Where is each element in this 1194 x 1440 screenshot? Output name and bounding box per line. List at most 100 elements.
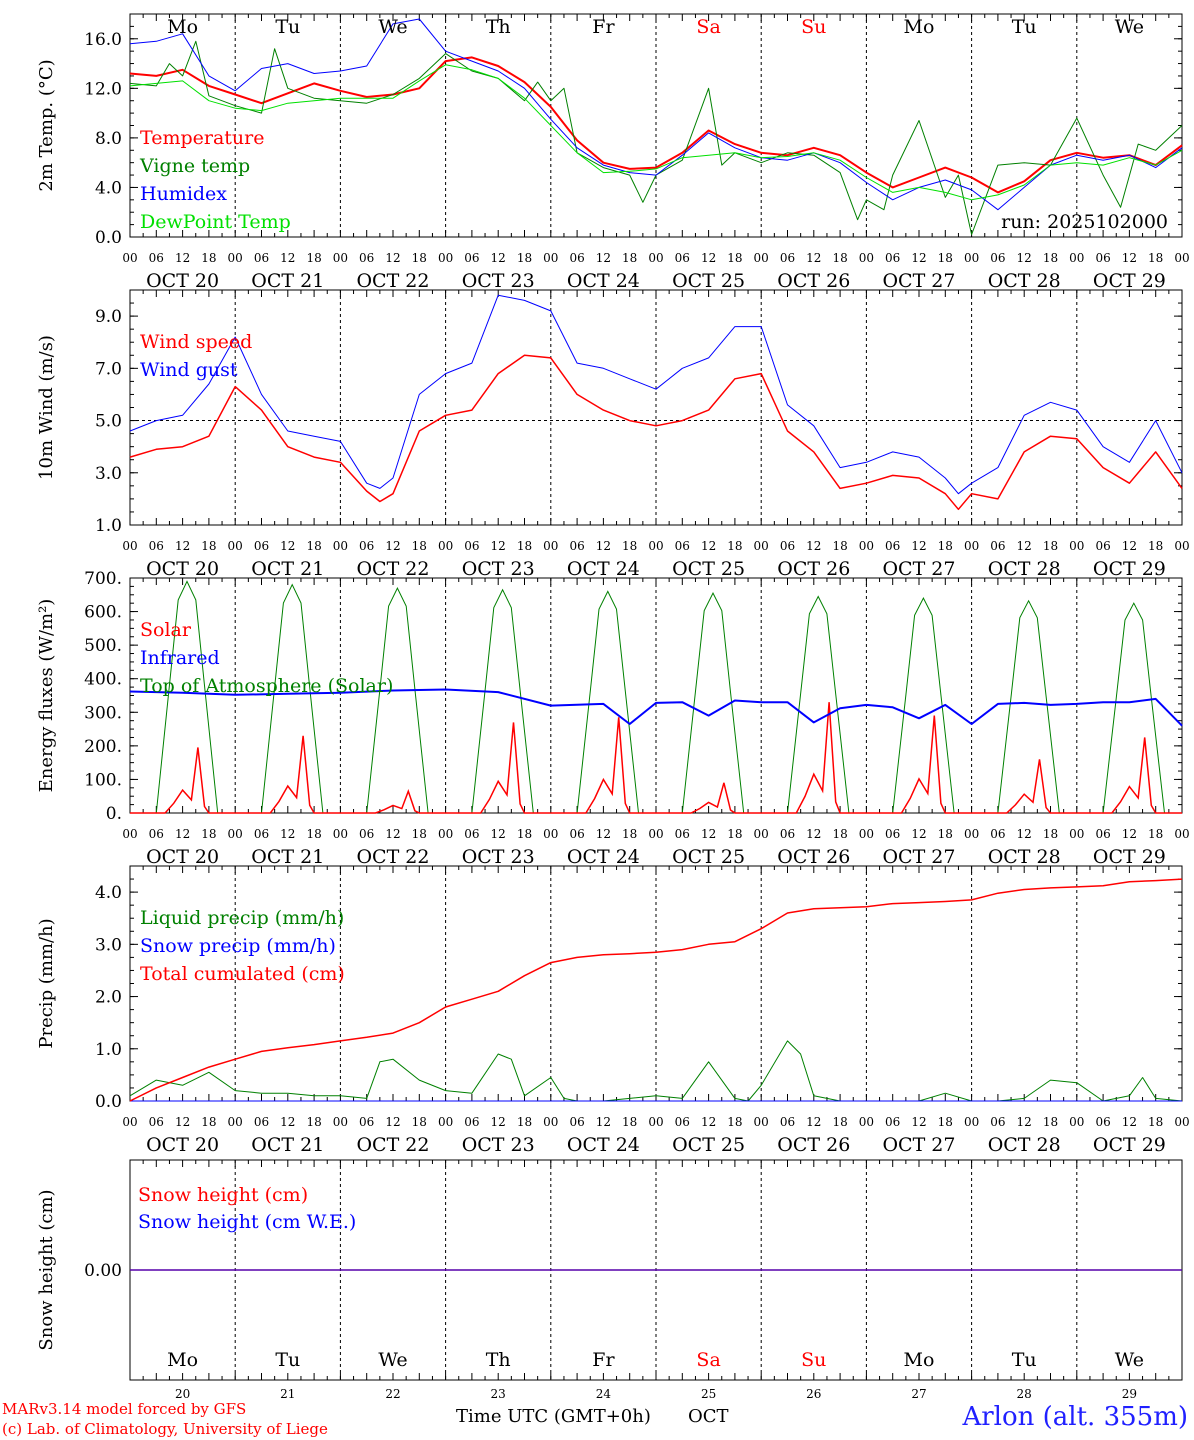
hour-label: 18 xyxy=(201,827,216,841)
y-tick-label: 16.0 xyxy=(84,30,122,50)
legend-entry: Vigne temp xyxy=(139,155,250,177)
panel-precip: 0.0 1.0 2.0 3.0 4.0 Precip (mm/h) Liquid preci… xyxy=(36,865,1190,1156)
date-label: OCT 24 xyxy=(567,846,640,868)
weekday-label-top: Sa xyxy=(696,16,720,38)
hour-label: 06 xyxy=(780,1115,795,1129)
day-number: 20 xyxy=(175,1387,190,1401)
date-label: OCT 22 xyxy=(356,1134,429,1156)
weekday-label-top: Mo xyxy=(904,16,935,38)
hour-label: 18 xyxy=(622,1115,637,1129)
date-label: OCT 26 xyxy=(777,1134,850,1156)
hour-label: 12 xyxy=(491,251,506,265)
hour-label: 18 xyxy=(306,539,321,553)
hour-label: 00 xyxy=(1174,251,1189,265)
hour-label: 06 xyxy=(780,251,795,265)
hour-label: 06 xyxy=(780,827,795,841)
legend-entry: Total cumulated (cm) xyxy=(140,963,345,985)
hour-label: 00 xyxy=(648,251,663,265)
hour-label: 00 xyxy=(122,539,137,553)
series-line-temperature xyxy=(129,56,1183,194)
date-label: OCT 21 xyxy=(251,1134,324,1156)
day-number: 27 xyxy=(911,1387,926,1401)
hour-label: 00 xyxy=(754,827,769,841)
hour-label: 06 xyxy=(359,539,374,553)
solar-day-curve xyxy=(550,717,656,814)
hour-label: 06 xyxy=(464,539,479,553)
solar-day-curve xyxy=(971,759,1077,814)
hour-label: 12 xyxy=(701,251,716,265)
date-label: OCT 27 xyxy=(882,1134,955,1156)
hour-label: 12 xyxy=(175,827,190,841)
hour-label: 18 xyxy=(1043,251,1058,265)
y-tick-label: 4.0 xyxy=(95,883,122,903)
hour-label: 06 xyxy=(675,827,690,841)
series-line-wind-gust xyxy=(129,294,1183,495)
date-label: OCT 29 xyxy=(1093,846,1166,868)
day-number: 24 xyxy=(596,1387,612,1401)
weekday-label-bottom: Tu xyxy=(275,1349,300,1371)
hour-label: 12 xyxy=(596,251,611,265)
hour-label: 12 xyxy=(701,539,716,553)
hour-label: 00 xyxy=(859,1115,874,1129)
hour-label: 18 xyxy=(832,251,847,265)
hour-label: 18 xyxy=(412,539,427,553)
hour-label: 18 xyxy=(306,251,321,265)
hour-label: 00 xyxy=(859,539,874,553)
hour-label: 00 xyxy=(754,1115,769,1129)
hour-label: 12 xyxy=(175,539,190,553)
y-tick-label: 500. xyxy=(84,636,122,656)
hour-label: 00 xyxy=(122,1115,137,1129)
x-axis-month: OCT xyxy=(688,1406,729,1427)
hour-label: 00 xyxy=(1174,827,1189,841)
hour-label: 06 xyxy=(569,1115,584,1129)
series-line-humidex xyxy=(129,18,1183,211)
date-label: OCT 24 xyxy=(567,270,640,292)
legend-entry: Top of Atmosphere (Solar) xyxy=(140,675,393,697)
hour-label: 00 xyxy=(1069,827,1084,841)
date-label: OCT 22 xyxy=(356,270,429,292)
hour-label: 18 xyxy=(832,539,847,553)
hour-label: 12 xyxy=(385,1115,400,1129)
hour-label: 12 xyxy=(280,1115,295,1129)
date-label: OCT 29 xyxy=(1093,270,1166,292)
hour-label: 18 xyxy=(1043,827,1058,841)
weekday-label-top: We xyxy=(1115,16,1144,38)
hour-label: 18 xyxy=(201,1115,216,1129)
run-label: run: 2025102000 xyxy=(1001,211,1168,233)
day-number: 29 xyxy=(1122,1387,1137,1401)
hour-label: 00 xyxy=(964,539,979,553)
y-tick-label: 300. xyxy=(84,703,122,723)
date-label: OCT 23 xyxy=(462,1134,535,1156)
hour-label: 12 xyxy=(1122,827,1137,841)
hour-label: 00 xyxy=(333,539,348,553)
legend-entry: Temperature xyxy=(140,127,264,149)
date-label: OCT 26 xyxy=(777,270,850,292)
hour-label: 00 xyxy=(543,1115,558,1129)
solar-day-curve xyxy=(866,715,972,814)
hour-label: 00 xyxy=(648,539,663,553)
toa-solar-day-curve xyxy=(445,588,551,814)
hour-label: 18 xyxy=(727,539,742,553)
solar-day-curve xyxy=(235,735,341,814)
hour-label: 06 xyxy=(990,251,1005,265)
y-tick-label: 400. xyxy=(84,670,122,690)
weekday-label-bottom: Tu xyxy=(1012,1349,1037,1371)
hour-label: 12 xyxy=(175,1115,190,1129)
date-label: OCT 23 xyxy=(462,558,535,580)
hour-label: 18 xyxy=(412,251,427,265)
hour-label: 06 xyxy=(675,251,690,265)
hour-label: 18 xyxy=(1148,251,1163,265)
hour-label: 12 xyxy=(1017,1115,1032,1129)
hour-label: 12 xyxy=(701,827,716,841)
y-tick-label: 0.00 xyxy=(84,1261,122,1281)
date-label: OCT 24 xyxy=(567,558,640,580)
hour-label: 00 xyxy=(122,827,137,841)
panel-wind: 1.0 3.0 5.0 7.0 9.0 10m Wind (m/s) Wind speed W… xyxy=(36,289,1190,580)
date-label: OCT 25 xyxy=(672,846,745,868)
series-line-dewpoint-temp xyxy=(129,64,1183,201)
hour-label: 06 xyxy=(1095,827,1110,841)
hour-label: 06 xyxy=(254,1115,269,1129)
hour-label: 00 xyxy=(228,539,243,553)
hour-label: 00 xyxy=(754,251,769,265)
